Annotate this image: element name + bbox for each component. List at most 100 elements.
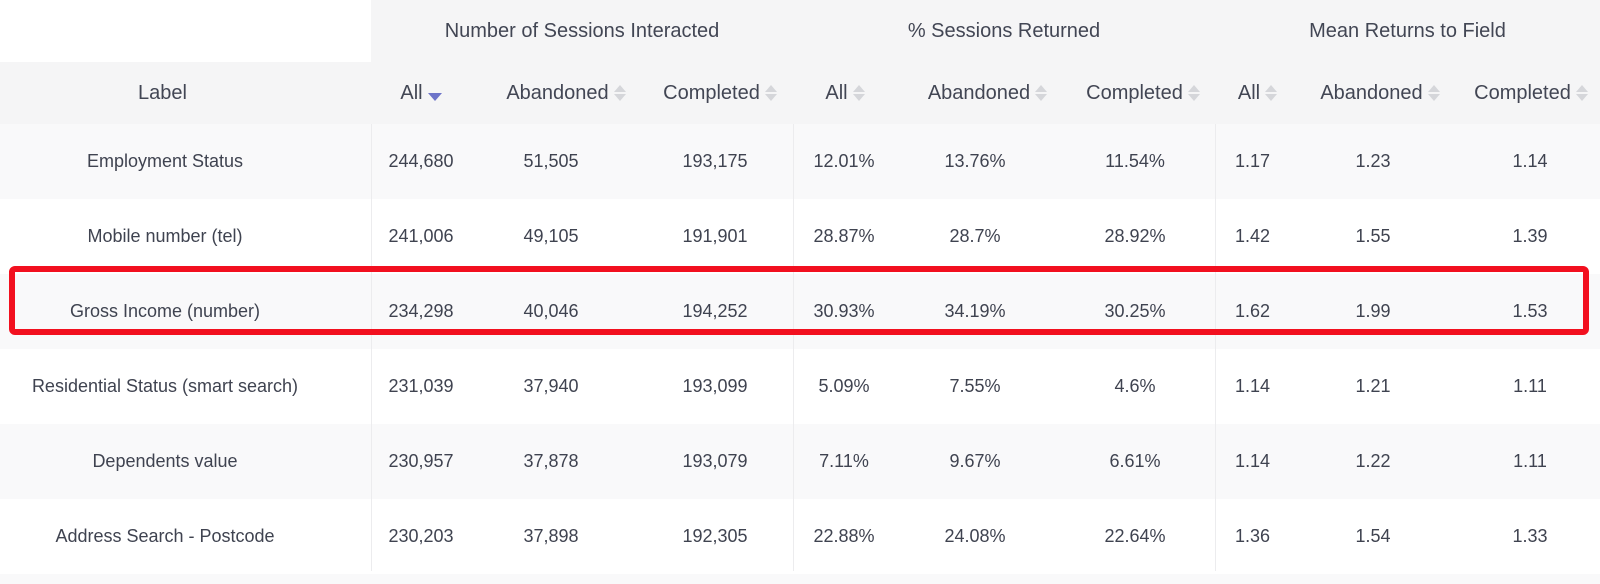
column-divider [371,124,372,571]
table-row[interactable]: Dependents value 230,957 37,878 193,079 … [0,424,1600,499]
cell-label: Residential Status (smart search) [31,376,299,396]
cell-returned-completed: 28.92% [1104,226,1166,246]
group-header-blank [0,0,371,62]
cell-mean-all: 1.14 [1234,376,1271,396]
column-header-text: All [825,81,848,104]
sort-icon[interactable] [1035,85,1048,101]
column-header-sessions-completed[interactable]: Completed [645,62,795,124]
cell-mean-completed: 1.53 [1512,301,1548,321]
column-header-text: Abandoned [506,81,609,104]
cell-sessions-completed: 193,175 [682,151,748,171]
table-row[interactable]: Address Search - Postcode 230,203 37,898… [0,499,1600,574]
cell-returned-completed: 4.6% [1114,376,1156,396]
cell-mean-abandoned: 1.23 [1355,151,1391,171]
column-header-mean-all[interactable]: All [1220,62,1295,124]
cell-mean-completed: 1.39 [1512,226,1548,246]
column-header-text: Abandoned [1320,81,1423,104]
cell-label: Address Search - Postcode [55,526,275,546]
cell-returned-abandoned: 9.67% [949,451,1001,471]
column-header-text: Completed [663,81,760,104]
column-header-mean-abandoned[interactable]: Abandoned [1300,62,1460,124]
cell-mean-all: 1.36 [1234,526,1271,546]
group-header-sessions-interacted: Number of Sessions Interacted [371,0,793,62]
sort-icon[interactable] [613,85,626,101]
table-row[interactable]: Mobile number (tel) 241,006 49,105 191,9… [0,199,1600,274]
column-header-label[interactable]: Label [0,62,325,124]
column-header-mean-completed[interactable]: Completed [1462,62,1600,124]
column-divider [1215,124,1216,571]
cell-sessions-abandoned: 37,940 [523,376,579,396]
column-header-text: Completed [1086,81,1183,104]
column-header-text: Completed [1474,81,1571,104]
cell-mean-all: 1.42 [1234,226,1271,246]
cell-returned-all: 28.87% [813,226,875,246]
sort-icon[interactable] [1187,85,1200,101]
cell-sessions-all: 230,957 [388,451,454,471]
table-row-partial [0,574,1600,584]
cell-sessions-abandoned: 49,105 [523,226,579,246]
group-header-sessions-returned: % Sessions Returned [793,0,1215,62]
cell-sessions-completed: 191,901 [682,226,748,246]
column-header-row: Label All Abandoned Completed All Abando… [0,62,1600,124]
cell-label: Employment Status [86,151,244,171]
cell-mean-abandoned: 1.99 [1355,301,1391,321]
sort-icon[interactable] [852,85,865,101]
sort-icon[interactable] [764,85,777,101]
cell-returned-all: 30.93% [813,301,875,321]
table-row[interactable]: Gross Income (number) 234,298 40,046 194… [0,274,1600,349]
table-row[interactable]: Residential Status (smart search) 231,03… [0,349,1600,424]
group-header-row: Number of Sessions Interacted % Sessions… [0,0,1600,62]
cell-returned-all: 12.01% [813,151,875,171]
cell-sessions-all: 230,203 [388,526,454,546]
column-header-text: Abandoned [927,81,1031,104]
cell-sessions-all: 241,006 [388,226,454,246]
cell-mean-abandoned: 1.55 [1355,226,1391,246]
sort-descending-icon[interactable] [427,85,442,101]
column-header-text: All [400,81,423,104]
sort-icon[interactable] [1265,85,1278,101]
cell-mean-completed: 1.33 [1512,526,1548,546]
cell-mean-abandoned: 1.21 [1355,376,1391,396]
table-row[interactable]: Employment Status 244,680 51,505 193,175… [0,124,1600,199]
cell-returned-abandoned: 34.19% [944,301,1006,321]
cell-returned-completed: 6.61% [1109,451,1161,471]
cell-mean-all: 1.17 [1234,151,1271,171]
cell-sessions-all: 234,298 [388,301,454,321]
sort-icon[interactable] [1427,85,1440,101]
cell-mean-all: 1.14 [1234,451,1271,471]
cell-sessions-completed: 192,305 [682,526,748,546]
cell-sessions-completed: 193,099 [682,376,748,396]
cell-label: Dependents value [92,451,238,471]
cell-sessions-abandoned: 40,046 [523,301,579,321]
cell-mean-completed: 1.11 [1513,376,1547,396]
cell-sessions-completed: 193,079 [682,451,748,471]
sort-icon[interactable] [1575,85,1588,101]
cell-returned-completed: 22.64% [1104,526,1166,546]
column-header-returned-all[interactable]: All [805,62,885,124]
cell-sessions-all: 231,039 [388,376,454,396]
cell-mean-completed: 1.14 [1512,151,1548,171]
cell-mean-abandoned: 1.54 [1355,526,1391,546]
column-header-sessions-all[interactable]: All [371,62,471,124]
cell-returned-abandoned: 13.76% [944,151,1006,171]
column-header-text: All [1237,81,1261,104]
column-header-returned-abandoned[interactable]: Abandoned [905,62,1070,124]
cell-label: Gross Income (number) [69,301,261,321]
cell-returned-all: 22.88% [813,526,875,546]
cell-returned-all: 7.11% [819,451,869,471]
cell-mean-all: 1.62 [1234,301,1271,321]
group-header-mean-returns: Mean Returns to Field [1215,0,1600,62]
cell-sessions-abandoned: 51,505 [523,151,579,171]
cell-returned-completed: 11.54% [1105,151,1165,171]
cell-mean-abandoned: 1.22 [1355,451,1391,471]
column-header-sessions-abandoned[interactable]: Abandoned [481,62,651,124]
cell-sessions-all: 244,680 [388,151,454,171]
cell-returned-abandoned: 7.55% [949,376,1001,396]
cell-returned-abandoned: 24.08% [944,526,1006,546]
cell-sessions-completed: 194,252 [682,301,748,321]
column-header-returned-completed[interactable]: Completed [1068,62,1218,124]
cell-sessions-abandoned: 37,898 [523,526,579,546]
cell-returned-abandoned: 28.7% [949,226,1001,246]
cell-sessions-abandoned: 37,878 [523,451,579,471]
